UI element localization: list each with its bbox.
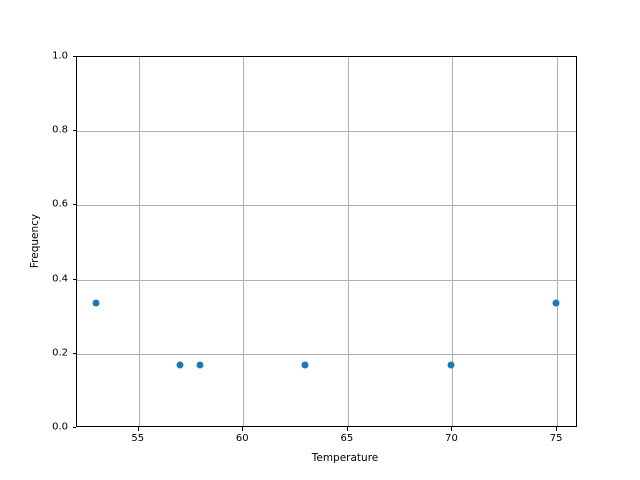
gridline-horizontal	[77, 205, 576, 207]
gridline-vertical	[243, 57, 245, 426]
gridline-vertical	[557, 57, 559, 426]
gridline-vertical	[347, 57, 349, 426]
data-point	[196, 361, 204, 369]
y-axis-tick-label: 0.8	[52, 124, 68, 136]
y-axis-tick-label: 0.0	[52, 421, 68, 433]
gridline-horizontal	[77, 353, 576, 355]
gridline-horizontal	[77, 131, 576, 133]
data-point	[92, 299, 100, 307]
plot-area	[76, 56, 577, 427]
x-axis-tick-label: 60	[235, 433, 249, 444]
data-point	[176, 361, 184, 369]
gridline-horizontal	[77, 279, 576, 281]
y-axis-label-text: Frequency	[29, 213, 41, 269]
data-point	[301, 361, 309, 369]
data-point	[552, 299, 560, 307]
y-axis-tick	[72, 427, 76, 428]
y-axis-tick-label: 0.6	[52, 198, 68, 210]
x-axis-tick-label: 55	[131, 433, 145, 444]
x-axis-label-text: Temperature	[311, 452, 379, 464]
y-axis-tick	[72, 204, 76, 206]
x-axis-tick	[137, 427, 139, 431]
gridline-vertical	[452, 57, 454, 426]
y-axis-tick-label: 0.2	[52, 347, 68, 359]
x-axis-tick	[242, 427, 244, 431]
y-axis-tick	[72, 352, 76, 354]
x-axis-tick-label: 65	[340, 433, 354, 444]
x-axis-tick	[556, 427, 558, 431]
y-axis-tick-label: 1.0	[52, 50, 68, 62]
gridline-vertical	[138, 57, 140, 426]
y-axis-tick	[72, 130, 76, 132]
x-axis-tick	[346, 427, 348, 431]
data-point	[447, 361, 455, 369]
x-axis-tick	[451, 427, 453, 431]
y-axis-tick	[72, 278, 76, 280]
x-axis-tick-label: 75	[549, 433, 563, 444]
x-axis-tick-label: 70	[445, 433, 458, 444]
y-axis-tick-label: 0.4	[52, 273, 68, 285]
x-axis-label: Temperature	[0, 452, 640, 464]
y-axis-tick	[72, 56, 76, 57]
